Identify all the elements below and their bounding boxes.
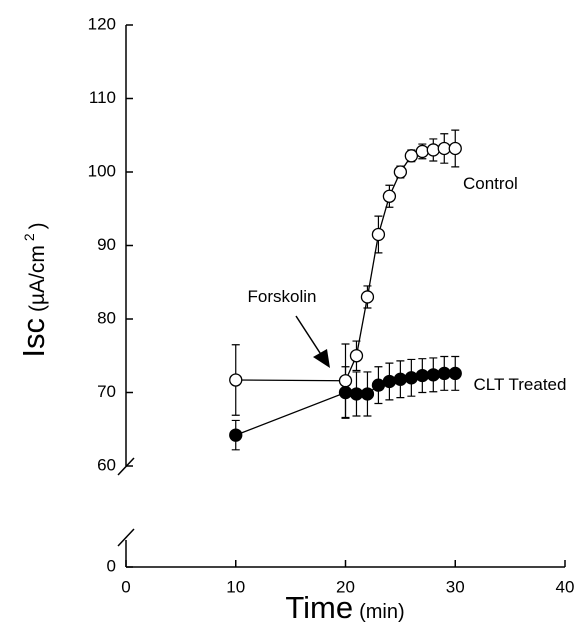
marker (437, 141, 451, 156)
marker (437, 366, 451, 381)
x-label-main: Time (285, 590, 353, 625)
y-tick-label: 110 (89, 88, 116, 107)
marker (448, 366, 462, 381)
marker (393, 165, 408, 179)
marker (349, 349, 364, 363)
marker (349, 387, 364, 401)
marker (360, 290, 375, 304)
y-tick-label: 90 (97, 235, 116, 254)
x-label-unit: (min) (359, 601, 405, 623)
y-label-unit: (µA/cm (26, 245, 49, 312)
x-tick-label: 30 (446, 577, 465, 596)
x-tick-label: 20 (336, 577, 355, 596)
axis-break (117, 528, 135, 547)
y-tick-label: 70 (97, 382, 116, 401)
y-tick-label: 60 (97, 455, 116, 474)
annotation: Forskolin (248, 287, 317, 306)
x-tick-label: 40 (556, 577, 575, 596)
marker (360, 387, 375, 401)
marker (448, 141, 462, 156)
marker (393, 372, 408, 386)
marker (426, 368, 440, 382)
marker (415, 144, 429, 159)
y-tick-label: 100 (88, 161, 116, 180)
marker (371, 227, 386, 242)
x-axis-label: Time (min) (285, 590, 404, 625)
y-tick-label: 0 (107, 556, 116, 575)
marker (426, 143, 440, 157)
series-label: CLT Treated (473, 375, 567, 394)
marker (229, 428, 243, 442)
marker (415, 368, 429, 383)
y-label-main: Isc (16, 318, 51, 358)
marker (338, 374, 353, 388)
y-tick-label: 120 (88, 14, 116, 33)
marker (382, 374, 397, 389)
marker (338, 385, 353, 400)
series-label: Control (463, 174, 518, 193)
marker (371, 378, 386, 392)
marker (404, 149, 419, 163)
marker (382, 189, 397, 203)
y-axis-label: Isc (µA/cm 2) (16, 222, 51, 357)
x-tick-label: 10 (226, 577, 245, 596)
arrow-head (313, 349, 330, 368)
y-label-sup: 2 (21, 233, 37, 241)
x-tick-label: 0 (121, 577, 130, 596)
y-label-close: ) (26, 222, 49, 229)
y-tick-label: 80 (97, 308, 116, 327)
marker (229, 373, 243, 387)
marker (404, 371, 419, 385)
arrow (295, 315, 323, 357)
